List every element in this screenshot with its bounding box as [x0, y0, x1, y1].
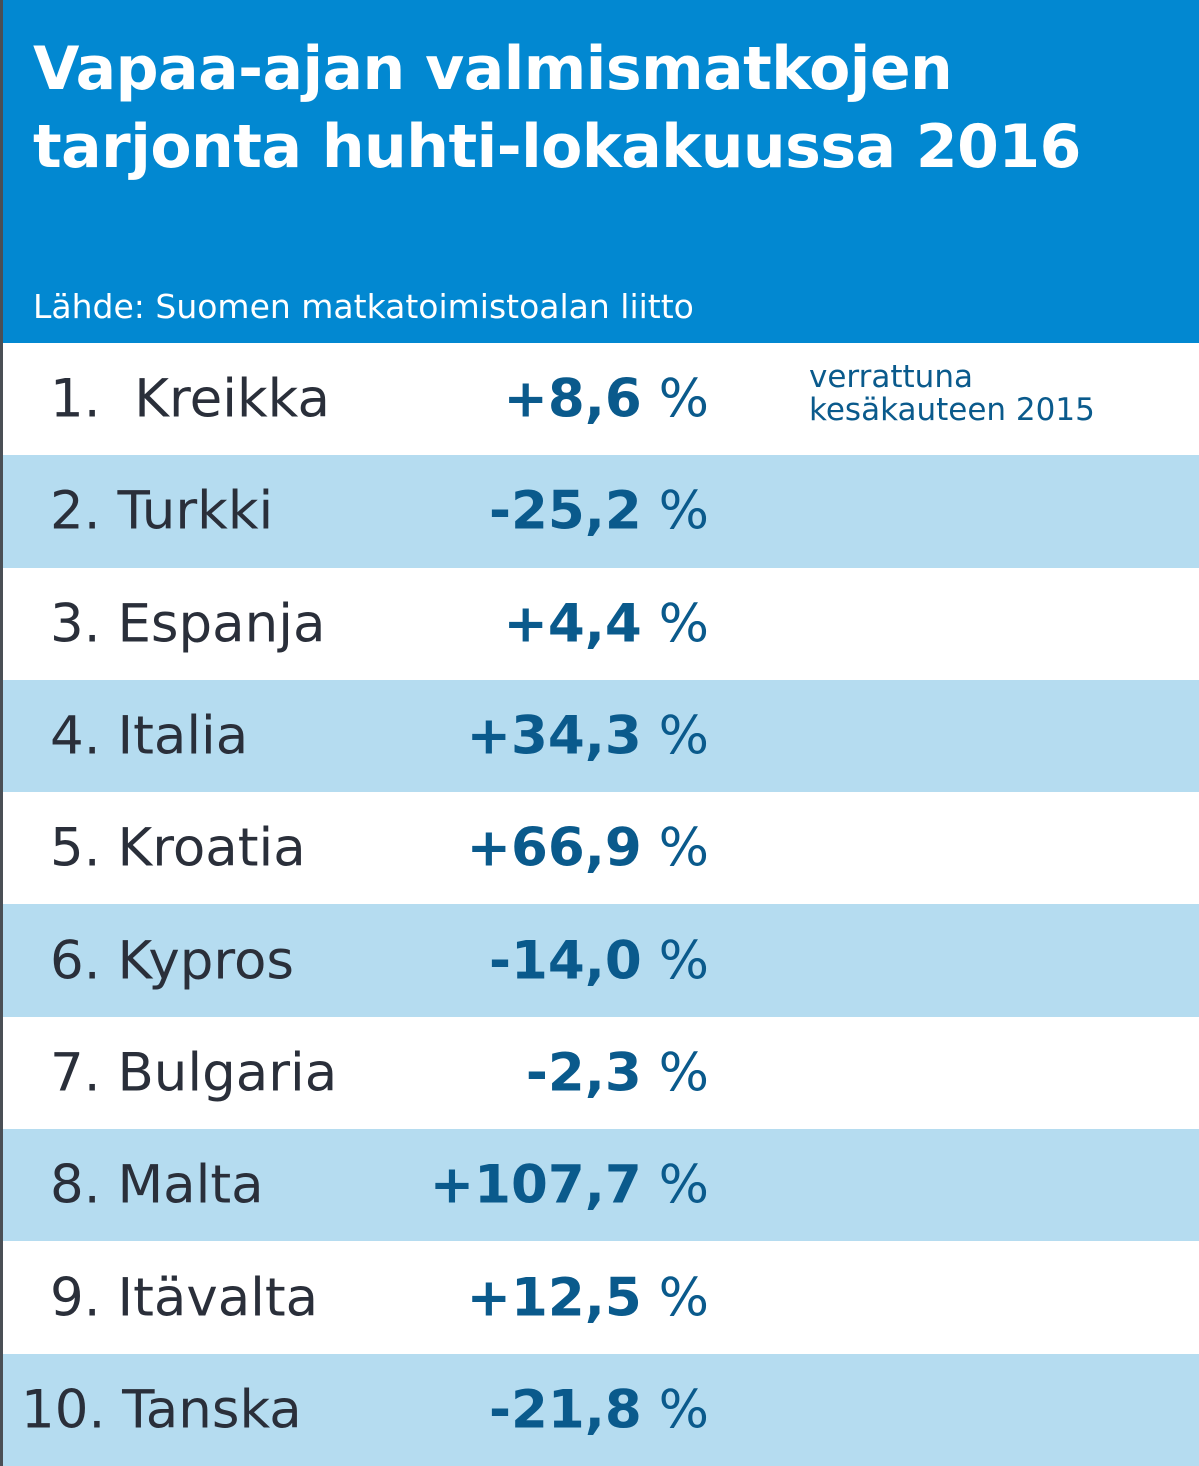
row-value: -14,0 %	[489, 930, 709, 992]
row-value: +34,3 %	[466, 705, 709, 767]
header-banner: Vapaa-ajan valmismatkojen tarjonta huhti…	[3, 0, 1199, 343]
title-line-1: Vapaa-ajan valmismatkojen	[33, 34, 953, 104]
title-line-2: tarjonta huhti-lokakuussa 2016	[33, 112, 1081, 182]
table-row: 10. Tanska -21,8 %	[3, 1353, 1199, 1466]
row-value: -2,3 %	[525, 1042, 709, 1104]
row-label: 3. Espanja	[50, 593, 326, 655]
row-label: 6. Kypros	[50, 930, 295, 992]
row-label: 8. Malta	[50, 1154, 264, 1216]
row-label: 9. Itävalta	[50, 1267, 319, 1329]
row-label: 7. Bulgaria	[50, 1042, 338, 1104]
row-label: 5. Kroatia	[50, 817, 306, 879]
table-row: 3. Espanja +4,4 %	[3, 568, 1199, 680]
row-label: 2. Turkki	[50, 480, 274, 542]
row-value: -25,2 %	[489, 480, 709, 542]
row-value: +4,4 %	[503, 593, 709, 655]
table-row: 9. Itävalta +12,5 %	[3, 1241, 1199, 1353]
row-label: 4. Italia	[50, 705, 249, 767]
row-label: 10. Tanska	[21, 1379, 302, 1441]
table-row: 2. Turkki -25,2 %	[3, 455, 1199, 568]
row-value: +12,5 %	[466, 1267, 709, 1329]
page-title: Vapaa-ajan valmismatkojen tarjonta huhti…	[33, 30, 1081, 186]
source-label: Lähde: Suomen matkatoimistoalan liitto	[33, 287, 694, 326]
ranking-table: 1. Kreikka +8,6 % verrattuna kesäkauteen…	[3, 343, 1199, 1466]
table-row: 6. Kypros -14,0 %	[3, 904, 1199, 1017]
table-row: 8. Malta +107,7 %	[3, 1129, 1199, 1242]
table-row: 4. Italia +34,3 %	[3, 679, 1199, 793]
table-row: 5. Kroatia +66,9 %	[3, 792, 1199, 904]
table-row: 1. Kreikka +8,6 % verrattuna kesäkauteen…	[3, 343, 1199, 455]
row-value: +8,6 %	[503, 368, 709, 430]
table-row: 7. Bulgaria -2,3 %	[3, 1017, 1199, 1129]
comparison-note: verrattuna kesäkauteen 2015	[809, 359, 1095, 428]
row-value: +107,7 %	[429, 1154, 709, 1216]
row-label: 1. Kreikka	[50, 368, 330, 430]
row-value: -21,8 %	[489, 1379, 709, 1441]
row-value: +66,9 %	[466, 817, 709, 879]
